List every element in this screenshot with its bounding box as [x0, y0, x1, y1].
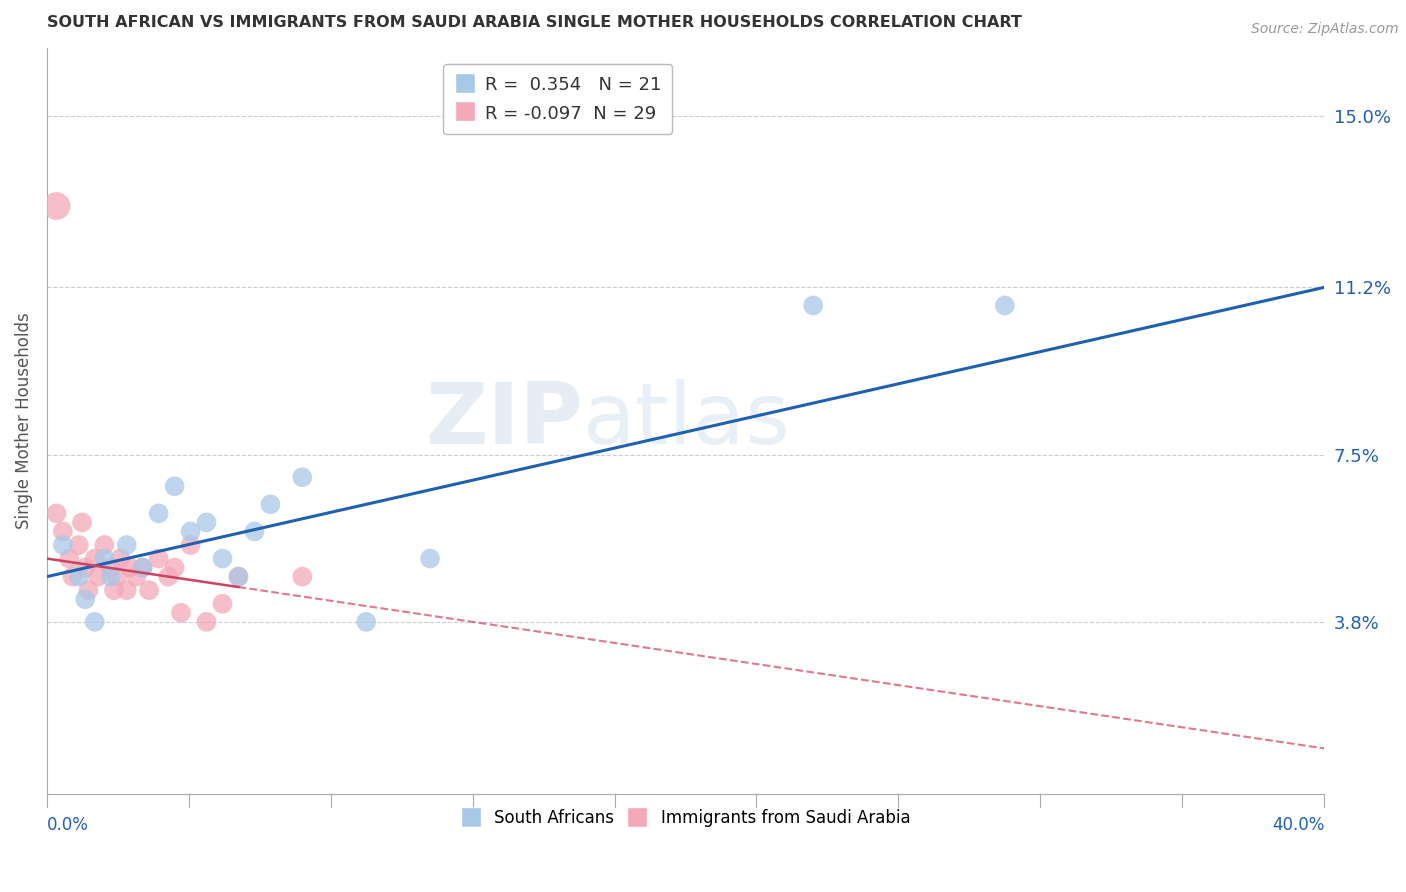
Point — [75, 592, 97, 607]
Text: Source: ZipAtlas.com: Source: ZipAtlas.com — [1251, 22, 1399, 37]
Point — [291, 470, 314, 484]
Point — [67, 569, 90, 583]
Point — [131, 560, 153, 574]
Point — [83, 615, 105, 629]
Point — [52, 524, 75, 539]
Point — [75, 560, 97, 574]
Text: ZIP: ZIP — [426, 379, 583, 462]
Point — [195, 615, 218, 629]
Point — [211, 597, 233, 611]
Point — [77, 583, 100, 598]
Point — [100, 569, 122, 583]
Point — [115, 583, 138, 598]
Point — [62, 569, 84, 583]
Point — [58, 551, 80, 566]
Point — [105, 569, 128, 583]
Text: SOUTH AFRICAN VS IMMIGRANTS FROM SAUDI ARABIA SINGLE MOTHER HOUSEHOLDS CORRELATI: SOUTH AFRICAN VS IMMIGRANTS FROM SAUDI A… — [46, 15, 1022, 30]
Point — [157, 569, 180, 583]
Point — [180, 538, 202, 552]
Point — [83, 551, 105, 566]
Point — [103, 583, 125, 598]
Point — [801, 298, 824, 312]
Point — [45, 507, 67, 521]
Point — [118, 560, 141, 574]
Point — [354, 615, 377, 629]
Point — [291, 569, 314, 583]
Point — [211, 551, 233, 566]
Point — [163, 479, 186, 493]
Point — [87, 569, 110, 583]
Point — [259, 497, 281, 511]
Y-axis label: Single Mother Households: Single Mother Households — [15, 312, 32, 529]
Point — [148, 551, 170, 566]
Point — [52, 538, 75, 552]
Point — [170, 606, 193, 620]
Point — [419, 551, 441, 566]
Legend: South Africans, Immigrants from Saudi Arabia: South Africans, Immigrants from Saudi Ar… — [454, 803, 917, 834]
Point — [228, 569, 250, 583]
Point — [180, 524, 202, 539]
Point — [70, 516, 93, 530]
Point — [45, 199, 67, 213]
Point — [138, 583, 160, 598]
Point — [163, 560, 186, 574]
Point — [67, 538, 90, 552]
Point — [93, 551, 115, 566]
Point — [125, 569, 148, 583]
Text: 0.0%: 0.0% — [46, 816, 89, 834]
Text: atlas: atlas — [583, 379, 792, 462]
Point — [243, 524, 266, 539]
Point — [131, 560, 153, 574]
Point — [115, 538, 138, 552]
Point — [228, 569, 250, 583]
Text: 40.0%: 40.0% — [1272, 816, 1324, 834]
Point — [195, 516, 218, 530]
Point — [100, 560, 122, 574]
Point — [110, 551, 132, 566]
Point — [148, 507, 170, 521]
Point — [93, 538, 115, 552]
Point — [994, 298, 1017, 312]
